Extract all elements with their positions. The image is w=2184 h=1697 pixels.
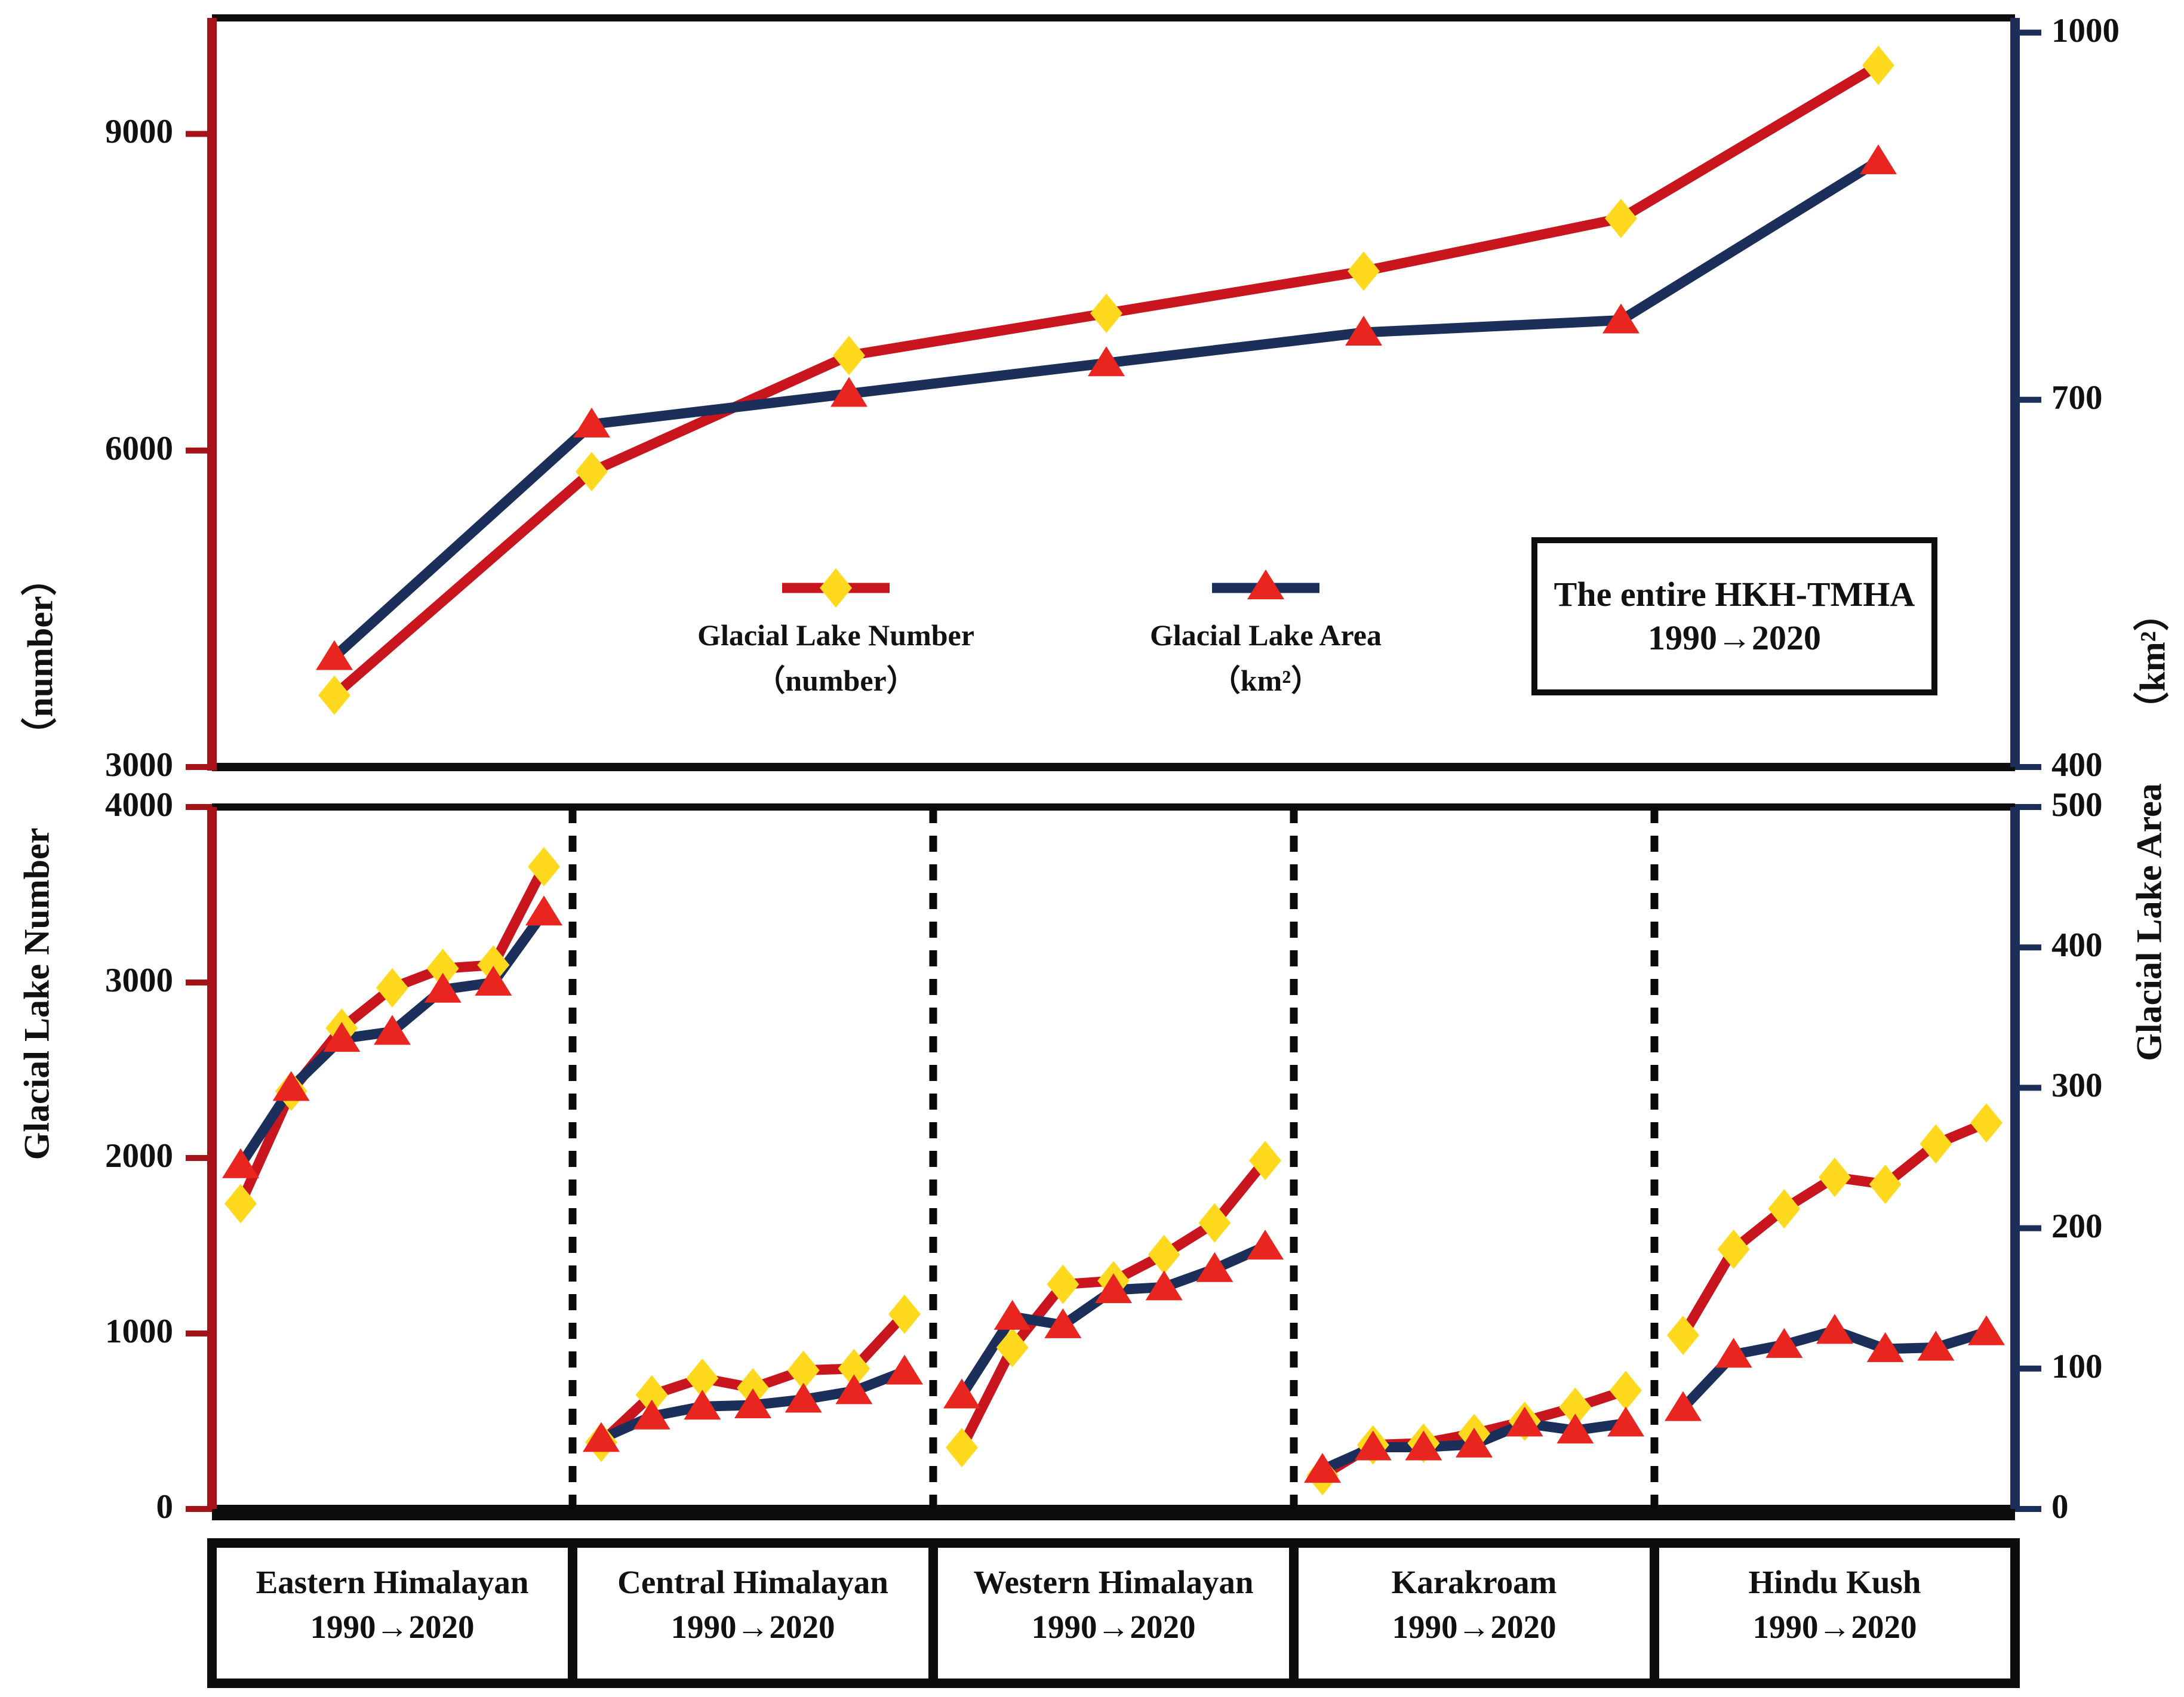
region-name: Central Himalayan <box>617 1564 888 1600</box>
region-period: 1990→2020 <box>1031 1609 1196 1645</box>
top-right-tick-label: 1000 <box>2051 11 2120 50</box>
bottom-right-tick-label: 100 <box>2051 1347 2103 1385</box>
bottom-right-tick-label: 500 <box>2051 786 2103 824</box>
top-right-tick-label: 400 <box>2051 746 2103 784</box>
region-period: 1990→2020 <box>670 1609 835 1645</box>
bottom-left-tick-label: 2000 <box>105 1137 173 1175</box>
region-label-western-himalayan: Western Himalayan 1990→2020 <box>933 1543 1294 1683</box>
bottom-left-tick-label: 4000 <box>105 786 173 824</box>
legend-number-label: Glacial Lake Number <box>697 618 974 652</box>
region-period: 1990→2020 <box>1752 1609 1917 1645</box>
bottom-left-tick-label: 1000 <box>105 1313 173 1350</box>
region-label-eastern-himalayan: Eastern Himalayan 1990→2020 <box>212 1543 573 1683</box>
right-axis-unit: （km²） <box>2133 595 2173 728</box>
bottom-right-tick-label: 300 <box>2051 1067 2103 1105</box>
region-name: Eastern Himalayan <box>256 1564 529 1600</box>
top-right-tick-label: 700 <box>2051 378 2103 417</box>
annotation-box: The entire HKH-TMHA 1990→2020 <box>1531 537 1937 695</box>
region-label-karakroam: Karakroam 1990→2020 <box>1294 1543 1654 1683</box>
top-left-tick-label: 6000 <box>105 429 173 467</box>
annotation-title: The entire HKH-TMHA <box>1554 575 1915 614</box>
legend-number-unit: （number） <box>755 664 916 697</box>
top-left-tick-label: 9000 <box>105 113 173 151</box>
top-left-tick-label: 3000 <box>105 746 173 784</box>
region-name: Western Himalayan <box>973 1564 1254 1600</box>
bottom-right-tick-label: 400 <box>2051 926 2103 965</box>
legend-area-label: Glacial Lake Area <box>1150 618 1382 652</box>
bottom-right-tick-label: 200 <box>2051 1207 2103 1245</box>
bottom-left-tick-label: 3000 <box>105 962 173 999</box>
region-name: Karakroam <box>1391 1564 1557 1600</box>
region-name: Hindu Kush <box>1748 1564 1921 1600</box>
region-label-hindu-kush: Hindu Kush 1990→2020 <box>1654 1543 2015 1683</box>
right-axis-title: Glacial Lake Area <box>2129 783 2169 1061</box>
bottom-right-tick-label: 0 <box>2051 1488 2069 1526</box>
left-axis-title: Glacial Lake Number <box>17 827 57 1160</box>
region-label-central-himalayan: Central Himalayan 1990→2020 <box>573 1543 933 1683</box>
bottom-left-tick-label: 0 <box>156 1488 174 1526</box>
legend-area-unit: （km²） <box>1210 664 1321 697</box>
annotation-period: 1990→2020 <box>1648 618 1821 657</box>
left-axis-unit: （number） <box>20 560 60 753</box>
region-period: 1990→2020 <box>310 1609 475 1645</box>
region-period: 1990→2020 <box>1392 1609 1557 1645</box>
